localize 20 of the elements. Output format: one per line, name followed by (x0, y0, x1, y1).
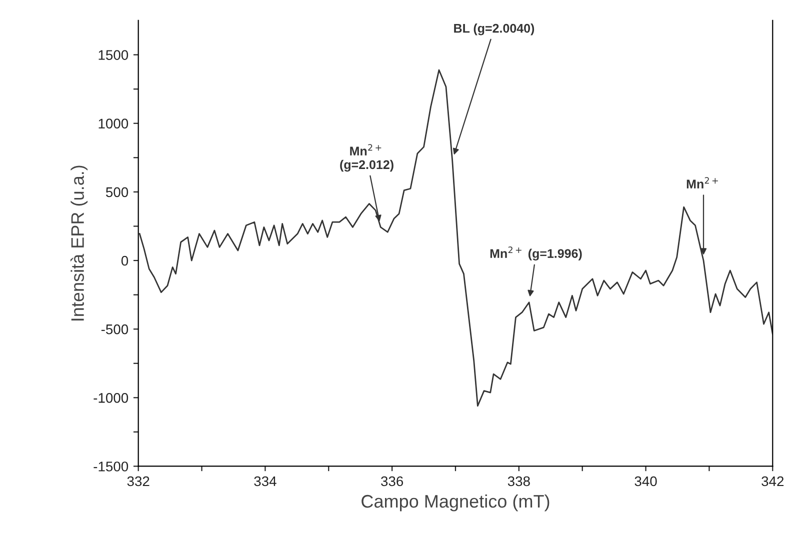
x-axis-title: Campo Magnetico (mT) (362, 494, 550, 512)
x-tick-label: 334 (254, 476, 276, 486)
annotation: Mn$^{2+}$ (g=1.996) (490, 246, 582, 260)
y-tick-label: 500 (106, 187, 128, 198)
y-axis-title: Intensità EPR (u.a.) (70, 166, 88, 320)
x-tick-label: 338 (508, 476, 530, 486)
annotation: BL (g=2.0040) (454, 24, 534, 36)
line-series (138, 69, 773, 407)
x-tick-label: 332 (127, 476, 150, 486)
y-tick-label: 0 (121, 256, 128, 266)
annotation: Mn$^{2+}$ (g=2.012) (340, 144, 394, 172)
y-tick-label: -1000 (94, 392, 128, 403)
y-tick-label: -500 (101, 324, 128, 334)
x-tick-label: 342 (762, 476, 784, 486)
annotation: Mn$^{2+}$ (686, 177, 718, 188)
y-tick-label: -1500 (94, 462, 128, 472)
y-tick-label: 1000 (98, 118, 128, 129)
x-tick-label: 340 (634, 476, 657, 486)
x-tick-label: 336 (381, 476, 404, 486)
y-tick-label: 1500 (98, 50, 128, 60)
